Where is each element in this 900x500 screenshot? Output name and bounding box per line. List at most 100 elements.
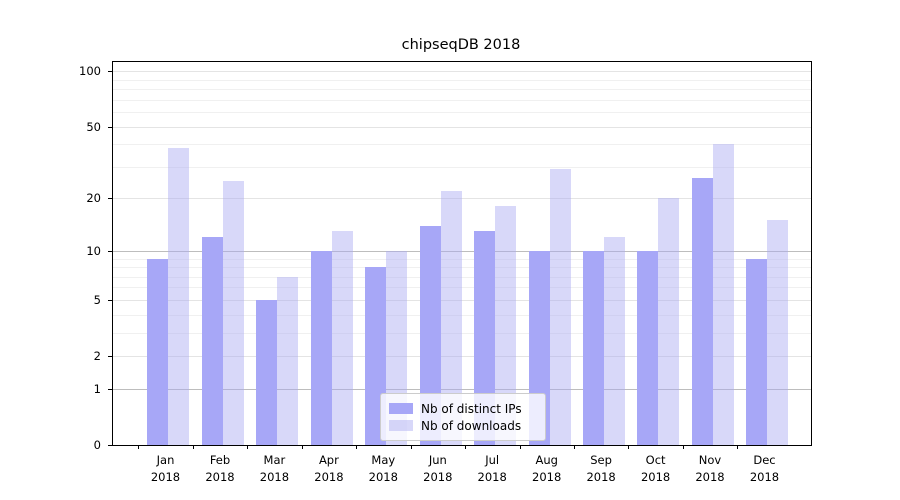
x-tick-label-may: May 2018	[351, 452, 415, 485]
y-tick-label-10: 10	[86, 243, 101, 258]
x-tick-label-aug: Aug 2018	[515, 452, 579, 485]
x-tick-year: 2018	[532, 469, 562, 484]
x-tick-mark-oct	[628, 445, 630, 449]
bar-downloads-mar	[277, 276, 299, 445]
y-tick-label-20: 20	[86, 191, 101, 206]
gridline-y-20	[113, 198, 811, 200]
y-tick-mark-0	[108, 445, 112, 446]
y-tick-label-1: 1	[93, 381, 101, 396]
x-tick-year: 2018	[586, 469, 616, 484]
bar-downloads-oct	[658, 198, 680, 445]
bar-downloads-jul	[495, 206, 516, 445]
x-tick-year: 2018	[150, 469, 181, 484]
x-tick-year: 2018	[205, 469, 235, 484]
bar-distinct-ips-dec	[746, 258, 768, 445]
gridline-y-30	[113, 166, 811, 168]
gridline-y-7	[113, 276, 811, 278]
gridline-y-1	[113, 388, 811, 390]
x-tick-label-jun: Jun 2018	[406, 452, 470, 485]
x-tick-mark-nov	[682, 445, 684, 449]
x-tick-mark-may	[356, 445, 358, 449]
gridline-y-90	[113, 79, 811, 81]
legend-swatch-distinct-ips	[389, 403, 413, 414]
bar-distinct-ips-nov	[691, 178, 713, 445]
bar-distinct-ips-jul	[474, 231, 495, 445]
chart-title: chipseqDB 2018	[401, 37, 521, 53]
bar-distinct-ips-mar	[256, 299, 278, 445]
bar-downloads-jan	[168, 148, 190, 445]
x-tick-year: 2018	[640, 469, 671, 484]
x-tick-year: 2018	[259, 469, 290, 484]
y-tick-mark-20	[108, 198, 112, 200]
gridline-y-4	[113, 314, 811, 316]
x-tick-label-jul: Jul 2018	[460, 452, 524, 485]
x-tick-label-mar: Mar 2018	[242, 452, 306, 485]
y-tick-label-5: 5	[93, 292, 101, 307]
bar-distinct-ips-apr	[310, 250, 332, 445]
gridline-y-40	[113, 144, 811, 146]
x-tick-mark-jun	[410, 445, 412, 449]
bar-downloads-sep	[603, 237, 625, 445]
x-tick-label-oct: Oct 2018	[624, 452, 688, 485]
legend-row-ips: Nb of distinct IPs	[389, 400, 537, 417]
gridline-y-50	[113, 126, 811, 128]
x-tick-label-apr: Apr 2018	[297, 452, 361, 485]
plot-area: Nb of distinct IPs Nb of downloads 0 1 2 5 1…	[79, 61, 812, 484]
x-tick-mark-jul	[465, 445, 466, 449]
bar-distinct-ips-jan	[147, 258, 169, 445]
bar-downloads-nov	[712, 144, 734, 445]
bar-distinct-ips-oct	[637, 250, 659, 445]
bar-downloads-apr	[331, 231, 353, 445]
y-tick-label-50: 50	[86, 119, 101, 134]
gridline-y-70	[113, 99, 811, 101]
x-tick-year: 2018	[749, 469, 780, 484]
gridline-y-3	[113, 332, 811, 334]
x-tick-mark-feb	[192, 445, 194, 449]
legend-label-downloads: Nb of downloads	[421, 418, 522, 433]
x-tick-label-nov: Nov 2018	[678, 452, 742, 485]
gridline-y-10	[113, 250, 811, 252]
y-tick-label-100: 100	[79, 64, 101, 79]
x-tick-year: 2018	[477, 469, 507, 484]
y-tick-mark-50	[108, 126, 112, 128]
y-tick-mark-10	[108, 250, 112, 252]
y-tick-label-2: 2	[93, 349, 101, 363]
gridline-y-8	[113, 267, 811, 268]
x-tick-mark-sep	[573, 445, 575, 449]
x-tick-mark-aug	[519, 445, 521, 449]
gridline-y-80	[113, 89, 811, 90]
y-tick-label-0: 0	[93, 438, 101, 452]
y-tick-mark-100	[108, 71, 112, 73]
legend-swatch-downloads	[389, 420, 413, 431]
gridline-y-2	[113, 356, 811, 357]
x-tick-mark-dec	[737, 445, 739, 449]
x-tick-mark-jan	[138, 445, 140, 449]
gridline-y-60	[113, 111, 811, 113]
gridline-y-5	[113, 299, 811, 301]
gridline-y-100	[113, 71, 811, 73]
x-tick-year: 2018	[423, 469, 453, 484]
legend-row-downloads: Nb of downloads	[389, 417, 537, 434]
x-tick-year: 2018	[695, 469, 725, 484]
bar-downloads-feb	[222, 181, 244, 445]
gridline-y-9	[113, 258, 811, 260]
bar-downloads-aug	[549, 169, 571, 445]
bar-distinct-ips-jun	[419, 225, 441, 445]
y-tick-mark-2	[108, 356, 112, 357]
bar-downloads-jun	[440, 191, 462, 445]
legend-label-distinct-ips: Nb of distinct IPs	[421, 401, 522, 416]
x-tick-label-jan: Jan 2018	[134, 452, 198, 485]
y-tick-mark-1	[108, 388, 112, 390]
bar-downloads-dec	[767, 220, 789, 445]
x-tick-label-sep: Sep 2018	[569, 452, 633, 485]
x-tick-label-feb: Feb 2018	[188, 452, 252, 485]
x-tick-mark-apr	[301, 445, 303, 449]
gridline-y-6	[113, 287, 811, 289]
x-tick-year: 2018	[314, 469, 344, 484]
legend: Nb of distinct IPs Nb of downloads	[380, 393, 546, 441]
x-tick-label-dec: Dec 2018	[733, 452, 797, 485]
y-tick-mark-5	[108, 299, 112, 301]
bar-distinct-ips-feb	[201, 237, 223, 445]
x-tick-year: 2018	[368, 469, 398, 484]
